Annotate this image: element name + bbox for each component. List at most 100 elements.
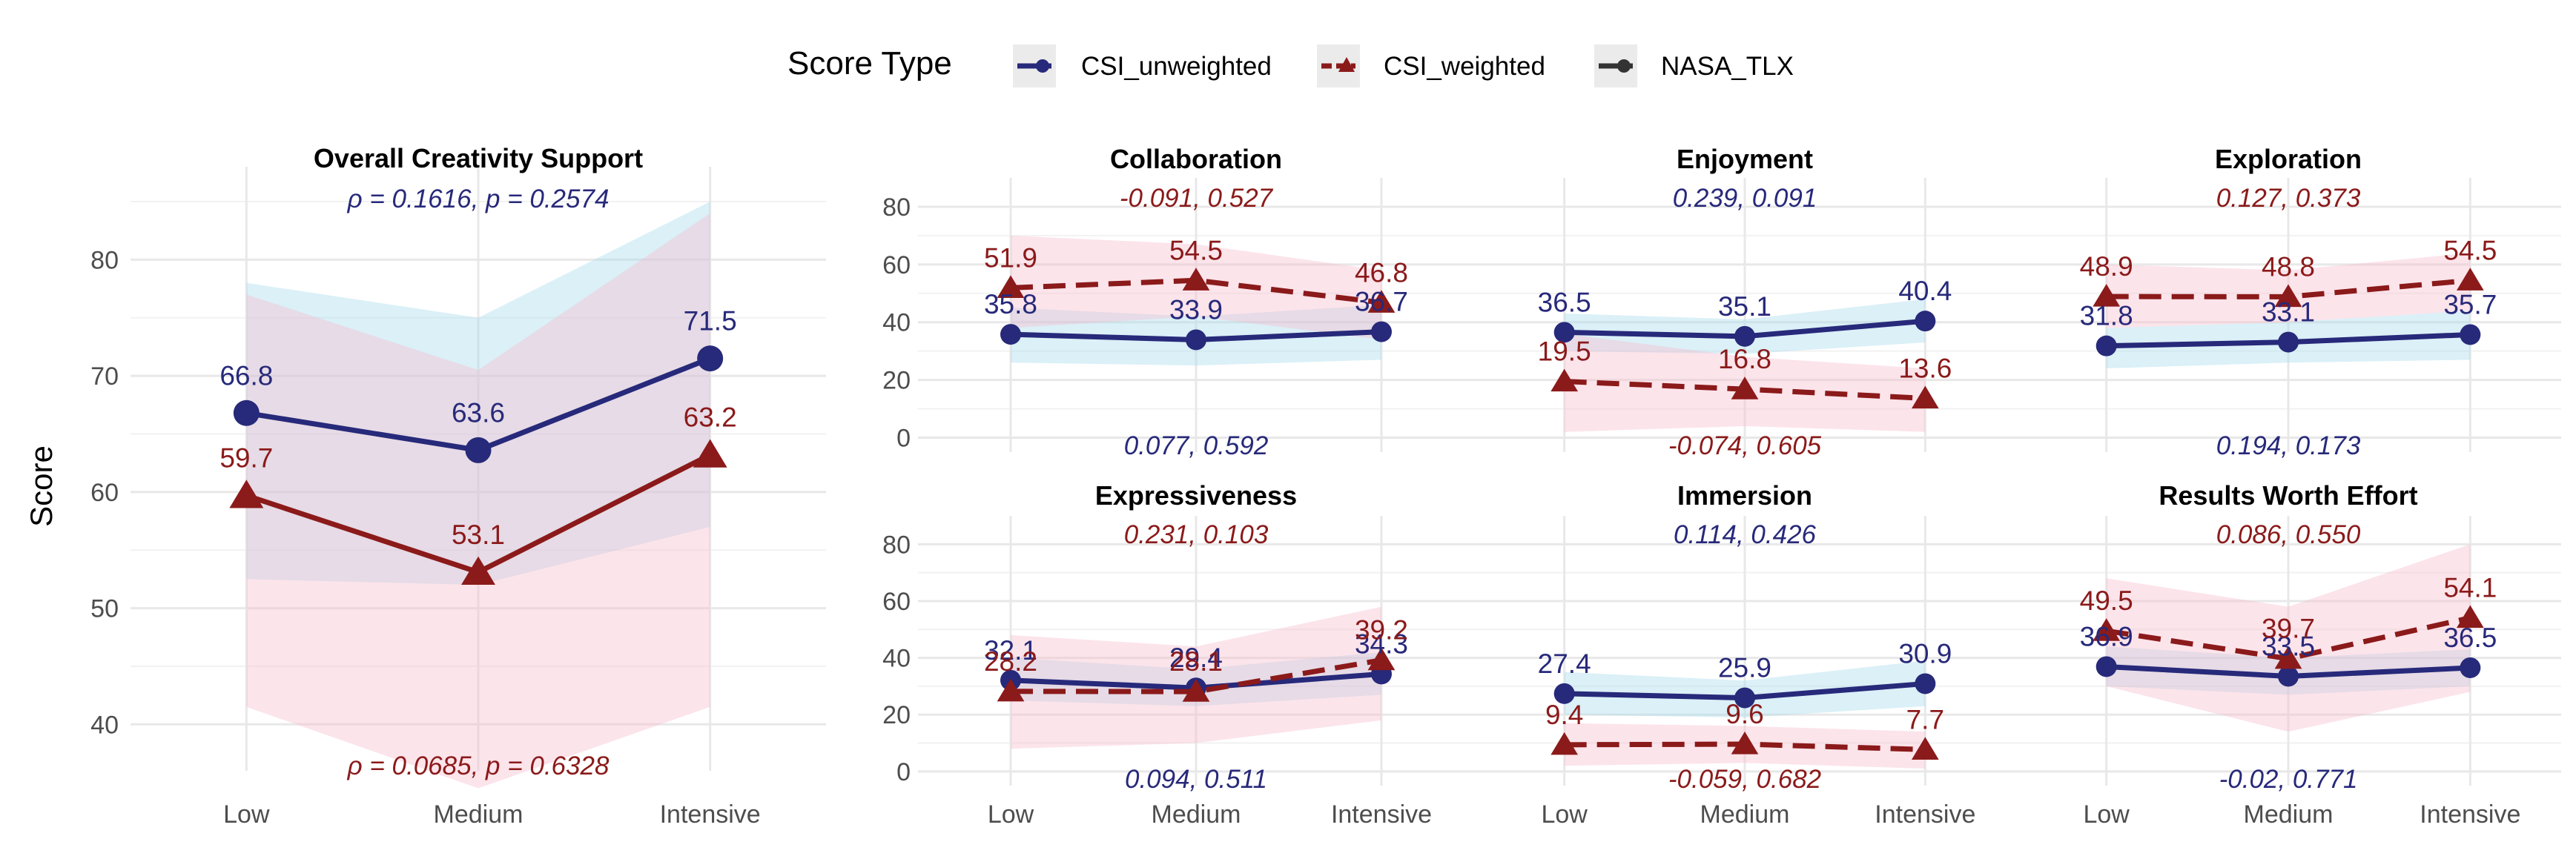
data-point-csi-unweighted: [2096, 335, 2117, 356]
data-label-csi-unweighted: 36.9: [2080, 621, 2133, 651]
data-label-csi-weighted: 49.5: [2080, 586, 2133, 616]
panel-exploration: Exploration 31.8 33.1 35.7 48.9 48.8 54.5 0.127…: [2015, 144, 2561, 460]
data-point-csi-unweighted: [697, 345, 724, 372]
legend-marker-csi-weighted: [1338, 57, 1355, 72]
data-point-csi-weighted: [1182, 268, 1210, 291]
panel-title: Exploration: [2215, 144, 2362, 174]
data-point-csi-unweighted: [2096, 656, 2117, 677]
data-point-csi-unweighted: [1734, 325, 1755, 347]
data-point-csi-weighted: [2093, 284, 2121, 307]
data-point-csi-unweighted: [1734, 687, 1755, 709]
data-point-csi-weighted: [1182, 679, 1210, 702]
x-tick-label: Intensive: [1875, 800, 1975, 829]
x-tick-label: Intensive: [1331, 800, 1432, 829]
y-tick-label: 40: [882, 645, 911, 673]
stat-annotation-bottom: -0.074, 0.605: [1668, 431, 1822, 460]
x-tick-label: Low: [223, 800, 270, 829]
data-label-csi-unweighted: 33.9: [1169, 294, 1223, 325]
data-point-csi-unweighted: [465, 437, 492, 463]
panel-title: Enjoyment: [1677, 144, 1813, 174]
series-line-csi-weighted: [1010, 657, 1382, 694]
x-tick-label: Medium: [1700, 800, 1790, 829]
data-point-csi-unweighted: [1915, 673, 1936, 694]
stat-annotation-top: 0.231, 0.103: [1124, 520, 1269, 549]
data-label-csi-weighted: 19.5: [1538, 336, 1591, 367]
data-point-csi-weighted: [2093, 618, 2121, 641]
data-label-csi-unweighted: 33.1: [2262, 297, 2315, 328]
data-point-csi-weighted: [461, 556, 495, 585]
panel-title: Expressiveness: [1095, 480, 1297, 511]
x-tick-label: Low: [2083, 800, 2130, 829]
data-point-csi-unweighted: [2460, 657, 2481, 678]
stat-annotation-bottom: 0.094, 0.511: [1125, 765, 1267, 794]
data-label-csi-weighted: 28.1: [1169, 646, 1223, 677]
data-point-csi-weighted: [2456, 268, 2484, 291]
data-label-csi-weighted: 46.8: [1355, 257, 1408, 288]
y-tick-label: 80: [882, 531, 911, 559]
y-tick-label: 60: [90, 479, 119, 507]
data-label-csi-weighted: 54.5: [2443, 235, 2497, 265]
data-label-csi-weighted: 28.2: [984, 646, 1037, 677]
y-tick-label: 20: [882, 701, 911, 729]
data-label-csi-unweighted: 36.5: [1538, 287, 1591, 317]
data-point-csi-unweighted: [1553, 322, 1575, 343]
data-label-csi-unweighted: 66.8: [219, 360, 273, 391]
legend-title: Score Type: [787, 45, 952, 82]
data-point-csi-unweighted: [2278, 666, 2299, 687]
stat-annotation-top: ρ = 0.1616, p = 0.2574: [347, 185, 610, 213]
panel-enjoyment: Enjoyment 36.5 35.1 40.4 19.5 16.8 13.6 0.239, …: [1474, 144, 2015, 460]
panel-title: Immersion: [1677, 480, 1812, 511]
stat-annotation-top: -0.091, 0.527: [1120, 184, 1274, 213]
data-label-csi-unweighted: 35.7: [2443, 289, 2497, 319]
data-label-csi-weighted: 54.5: [1169, 235, 1223, 265]
legend-marker-nasa-tlx: [1617, 59, 1631, 73]
panel-title: Collaboration: [1110, 144, 1282, 174]
legend: Score Type CSI_unweighted CSI_weighted N…: [787, 44, 1794, 87]
y-tick-label: 40: [90, 711, 119, 739]
legend-entry-csi-weighted: CSI_weighted: [1317, 44, 1545, 87]
data-point-csi-weighted: [997, 678, 1025, 702]
data-label-csi-weighted: 48.9: [2080, 251, 2133, 282]
ribbon-csi-weighted: [2106, 544, 2471, 732]
data-label-csi-weighted: 51.9: [984, 242, 1037, 273]
y-tick-label: 40: [882, 309, 911, 337]
panel-overall-creativity-support: 40 50 60 70 80 Low Medium Intensive Overall Crea…: [90, 143, 826, 829]
panel-immersion: Low Medium Intensive Immersion 27.4 25.9 30.9 9…: [1474, 480, 2015, 829]
data-label-csi-weighted: 16.8: [1718, 344, 1771, 374]
data-label-csi-weighted: 54.1: [2443, 573, 2497, 603]
legend-label-csi-weighted: CSI_weighted: [1384, 52, 1545, 81]
data-point-csi-unweighted: [2460, 324, 2481, 345]
data-label-csi-weighted: 63.2: [684, 402, 737, 433]
legend-entry-csi-unweighted: CSI_unweighted: [1013, 44, 1272, 87]
panel-results-worth-effort: Low Medium Intensive Results Worth Effort 36…: [2015, 480, 2561, 829]
ribbon-csi-weighted: [246, 213, 710, 789]
data-label-csi-unweighted: 25.9: [1718, 653, 1771, 683]
data-label-csi-weighted: 39.2: [1355, 615, 1408, 646]
data-point-csi-weighted: [1367, 290, 1396, 313]
data-label-csi-unweighted: 40.4: [1898, 276, 1952, 306]
data-point-csi-weighted: [1367, 647, 1396, 671]
data-label-csi-unweighted: 29.4: [1169, 643, 1223, 673]
data-label-csi-unweighted: 32.1: [984, 635, 1037, 666]
data-point-csi-weighted: [997, 275, 1025, 298]
data-label-csi-weighted: 7.7: [1906, 704, 1944, 734]
data-point-csi-unweighted: [1186, 329, 1206, 351]
y-tick-label: 60: [882, 251, 911, 279]
legend-label-nasa-tlx: NASA_TLX: [1661, 52, 1794, 81]
legend-entry-nasa-tlx: NASA_TLX: [1594, 44, 1794, 87]
y-tick-label: 20: [882, 367, 911, 395]
data-label-csi-weighted: 59.7: [219, 443, 273, 474]
data-label-csi-weighted: 39.7: [2262, 614, 2315, 644]
panel-title: Results Worth Effort: [2159, 480, 2417, 511]
data-point-csi-unweighted: [233, 399, 260, 426]
stat-annotation-bottom: 0.077, 0.592: [1124, 431, 1269, 460]
stat-annotation-top: 0.127, 0.373: [2216, 184, 2361, 213]
y-tick-label: 50: [90, 595, 119, 623]
data-point-csi-weighted: [2274, 284, 2302, 308]
x-tick-label: Medium: [434, 800, 524, 829]
data-point-csi-weighted: [2274, 646, 2302, 669]
series-line-csi-weighted: [1010, 277, 1382, 305]
data-point-csi-weighted: [1550, 732, 1579, 755]
y-tick-label: 80: [90, 246, 119, 274]
